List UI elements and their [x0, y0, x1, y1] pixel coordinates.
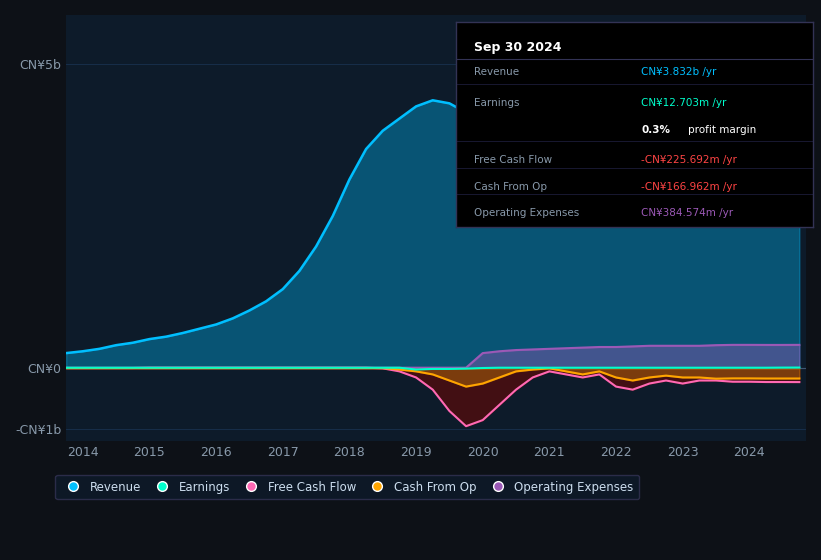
- Legend: Revenue, Earnings, Free Cash Flow, Cash From Op, Operating Expenses: Revenue, Earnings, Free Cash Flow, Cash …: [55, 475, 640, 500]
- Text: Cash From Op: Cash From Op: [474, 182, 547, 192]
- Text: Free Cash Flow: Free Cash Flow: [474, 155, 552, 165]
- Text: profit margin: profit margin: [688, 125, 756, 134]
- Text: CN¥3.832b /yr: CN¥3.832b /yr: [641, 67, 717, 77]
- Text: Operating Expenses: Operating Expenses: [474, 208, 579, 218]
- Text: Sep 30 2024: Sep 30 2024: [474, 41, 561, 54]
- Text: Revenue: Revenue: [474, 67, 519, 77]
- Text: Earnings: Earnings: [474, 98, 519, 108]
- Text: CN¥12.703m /yr: CN¥12.703m /yr: [641, 98, 727, 108]
- Text: 0.3%: 0.3%: [641, 125, 671, 134]
- Text: -CN¥166.962m /yr: -CN¥166.962m /yr: [641, 182, 737, 192]
- Text: -CN¥225.692m /yr: -CN¥225.692m /yr: [641, 155, 737, 165]
- Text: CN¥384.574m /yr: CN¥384.574m /yr: [641, 208, 733, 218]
